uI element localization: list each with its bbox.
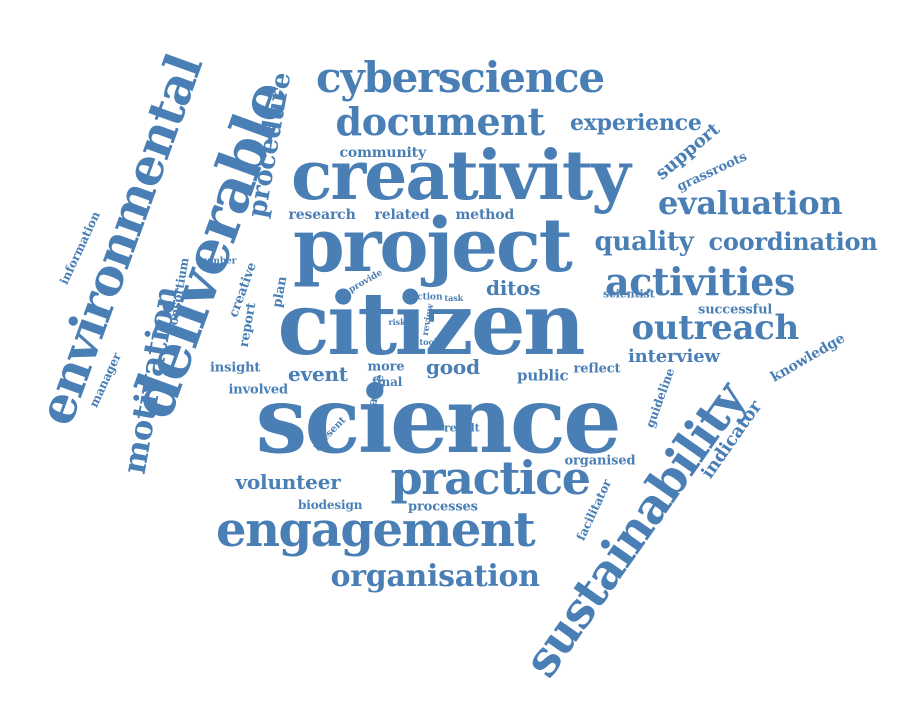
word-activities: activities (605, 259, 796, 304)
word-citizen: citizen (277, 274, 586, 375)
word-good: good (426, 355, 480, 379)
word-quality: quality (594, 227, 694, 257)
word-risk: risk (388, 317, 406, 327)
word-creativity: creativity (291, 136, 631, 216)
word-ditos: ditos (486, 276, 541, 300)
word-insight: insight (210, 360, 261, 376)
word-biodesign: biodesign (298, 498, 363, 512)
word-organised: organised (564, 453, 636, 469)
word-volunteer: volunteer (235, 470, 341, 494)
word-result: result (444, 421, 480, 435)
word-related: related (374, 207, 430, 223)
word-organisation: organisation (330, 559, 541, 594)
word-project: project (293, 203, 573, 289)
word-final: final (372, 375, 403, 389)
word-document: document (335, 99, 546, 144)
word-processes: processes (408, 499, 478, 515)
word-tool: tool (419, 337, 437, 347)
word-event: event (288, 362, 348, 386)
word-reflect: reflect (573, 361, 621, 377)
word-cyberscience: cyberscience (316, 53, 605, 102)
word-coordination: coordination (708, 227, 878, 256)
word-method: method (455, 207, 515, 223)
word-task: task (444, 293, 464, 303)
word-practice: practice (390, 451, 592, 505)
word-successful: successful (698, 302, 773, 318)
word-number: number (197, 256, 237, 267)
word-research: research (288, 207, 356, 223)
word-guideline: guideline (642, 366, 678, 430)
word-interview: interview (628, 346, 720, 367)
word-more: more (367, 359, 405, 375)
word-public: public (517, 366, 569, 385)
word-engagement: engagement (216, 502, 536, 558)
word-outreach: outreach (631, 308, 800, 348)
word-scientist: scientist (603, 287, 655, 301)
word-action: action (411, 292, 443, 303)
word-community: community (339, 145, 427, 161)
word-involved: involved (228, 382, 289, 398)
word-experience: experience (570, 110, 702, 136)
word-science: science (255, 366, 622, 474)
word-evaluation: evaluation (658, 184, 843, 222)
